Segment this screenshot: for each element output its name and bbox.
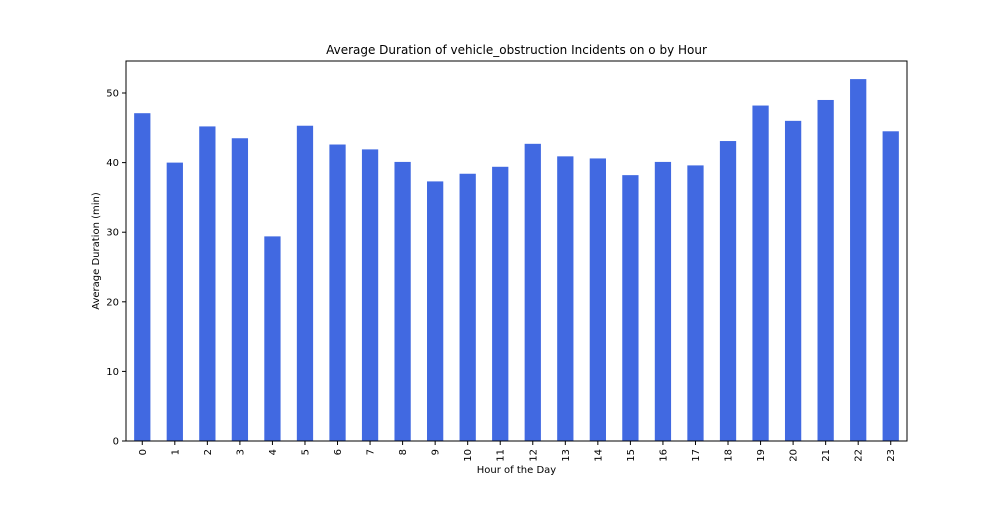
x-tick-label: 8 [398, 449, 409, 455]
y-axis: 0 10 20 30 40 50 [106, 89, 126, 448]
y-tick-label: 20 [106, 297, 119, 308]
x-tick-label: 4 [268, 449, 279, 455]
x-tick-label: 5 [300, 449, 311, 455]
bar-23 [882, 131, 899, 442]
bar-13 [557, 156, 574, 441]
x-tick-label: 20 [789, 449, 800, 462]
bar-3 [231, 138, 249, 441]
x-tick-label: 22 [854, 449, 865, 462]
y-axis-label: Average Duration (min) [91, 192, 102, 310]
bar-17 [687, 165, 704, 441]
bar-0 [134, 113, 151, 441]
bar-16 [654, 161, 672, 442]
x-tick-label: 12 [528, 449, 539, 462]
y-tick-label: 40 [106, 158, 119, 169]
x-tick-label: 0 [138, 449, 149, 455]
bar-15 [622, 175, 639, 441]
bar-4 [264, 236, 281, 441]
bar-21 [817, 99, 834, 441]
x-tick-label: 16 [658, 449, 669, 462]
x-axis: 0 1 2 3 4 5 6 7 8 9 10 11 12 13 14 15 16 17 18 19 20 21 22 23 [138, 441, 897, 462]
bar-20 [784, 120, 802, 441]
x-tick-label: 18 [724, 449, 735, 462]
x-tick-label: 11 [496, 449, 507, 462]
bar-7 [361, 149, 379, 441]
x-tick-label: 7 [366, 449, 377, 455]
bars-layer [134, 79, 899, 442]
bar-10 [459, 173, 476, 441]
bar-9 [427, 181, 444, 441]
bar-8 [394, 161, 411, 442]
x-tick-label: 13 [561, 449, 572, 462]
x-axis-label: Hour of the Day [477, 465, 557, 476]
x-tick-label: 6 [333, 449, 344, 455]
bar-19 [752, 105, 769, 441]
bar-6 [329, 144, 346, 441]
plot-frame [125, 60, 908, 442]
x-tick-label: 15 [626, 449, 637, 462]
x-tick-label: 23 [886, 449, 897, 462]
y-tick-label: 50 [106, 89, 119, 100]
x-tick-label: 2 [203, 449, 214, 455]
bar-22 [850, 79, 867, 441]
y-tick-label: 0 [113, 437, 119, 448]
plot-area [126, 61, 907, 441]
x-tick-label: 9 [431, 449, 442, 455]
bar-11 [492, 166, 509, 442]
bar-18 [719, 141, 737, 442]
x-tick-label: 14 [593, 449, 604, 462]
x-tick-label: 19 [756, 449, 767, 462]
x-tick-label: 3 [235, 449, 246, 455]
bar-1 [166, 162, 183, 442]
bar-12 [524, 143, 541, 441]
x-tick-label: 21 [821, 449, 832, 462]
x-tick-label: 17 [691, 449, 702, 462]
bar-5 [296, 125, 314, 441]
bar-14 [589, 158, 606, 441]
y-tick-label: 30 [106, 228, 119, 239]
bar-2 [199, 126, 216, 442]
x-tick-label: 1 [170, 449, 181, 455]
x-tick-label: 10 [463, 449, 474, 462]
y-tick-label: 10 [106, 367, 119, 378]
chart-title: Average Duration of vehicle_obstruction … [326, 43, 707, 57]
